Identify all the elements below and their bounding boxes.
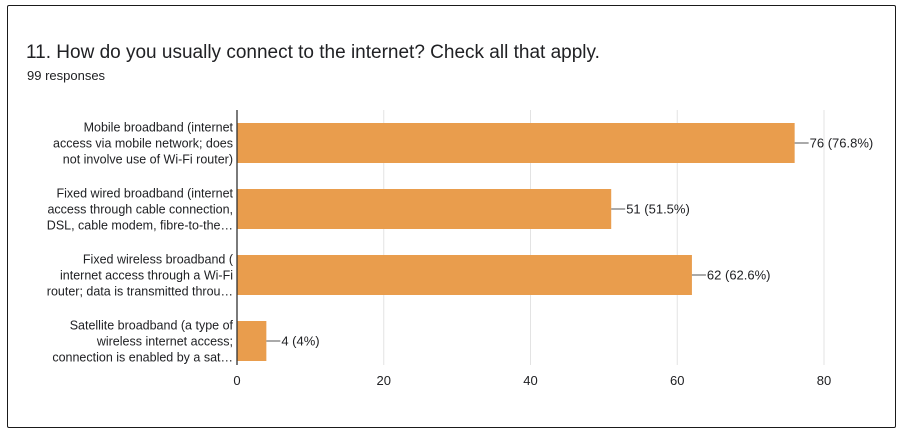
x-tick-label: 80 bbox=[817, 373, 831, 388]
category-label-line: connection is enabled by a sat… bbox=[52, 351, 233, 365]
category-label-line: DSL, cable modem, fibre-to-the… bbox=[47, 219, 233, 233]
bars bbox=[237, 123, 795, 361]
labels: 0 20 40 60 80 76 (76.8%) Mobile broadband (int… bbox=[47, 121, 873, 389]
category-label-line: wireless internet access; bbox=[96, 335, 233, 349]
category-label-line: not involve use of Wi-Fi router) bbox=[63, 153, 233, 167]
category-label-line: Mobile broadband (internet bbox=[84, 121, 234, 135]
category-label-line: router; data is transmitted throu… bbox=[47, 285, 233, 299]
category-label: Mobile broadband (internet access via mob… bbox=[53, 121, 233, 167]
category-label-line: access via mobile network; does bbox=[53, 137, 233, 151]
category-label-line: Fixed wireless broadband ( bbox=[83, 253, 234, 267]
data-label: 62 (62.6%) bbox=[707, 268, 771, 283]
bar bbox=[237, 321, 267, 361]
category-label-line: Fixed wired broadband (internet bbox=[57, 187, 234, 201]
category-label: Satellite broadband (a type of wireless i… bbox=[52, 319, 233, 365]
category-label: Fixed wireless broadband ( internet acces… bbox=[47, 253, 234, 299]
data-label: 4 (4%) bbox=[281, 334, 319, 349]
x-tick-label: 0 bbox=[233, 373, 240, 388]
response-count: 99 responses bbox=[27, 68, 106, 83]
category-label: Fixed wired broadband (internet access th… bbox=[47, 187, 234, 233]
data-label: 51 (51.5%) bbox=[626, 202, 690, 217]
x-tick-label: 60 bbox=[670, 373, 684, 388]
category-label-line: access through cable connection, bbox=[47, 203, 233, 217]
bar bbox=[237, 189, 612, 229]
category-label-line: internet access through a Wi-Fi bbox=[60, 269, 233, 283]
data-label: 76 (76.8%) bbox=[810, 136, 874, 151]
x-tick-label: 40 bbox=[523, 373, 537, 388]
question-title: 11. How do you usually connect to the in… bbox=[26, 42, 600, 63]
bar bbox=[237, 123, 795, 163]
bar bbox=[237, 255, 692, 295]
category-label-line: Satellite broadband (a type of bbox=[70, 319, 234, 333]
x-tick-label: 20 bbox=[377, 373, 391, 388]
